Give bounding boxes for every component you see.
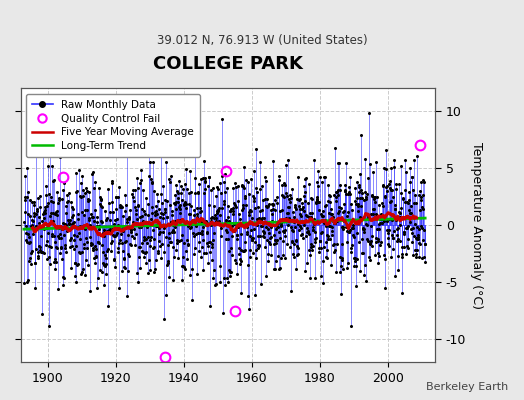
Text: Berkeley Earth: Berkeley Earth (426, 382, 508, 392)
Y-axis label: Temperature Anomaly (°C): Temperature Anomaly (°C) (470, 142, 483, 309)
Legend: Raw Monthly Data, Quality Control Fail, Five Year Moving Average, Long-Term Tren: Raw Monthly Data, Quality Control Fail, … (26, 94, 200, 157)
Text: 39.012 N, 76.913 W (United States): 39.012 N, 76.913 W (United States) (157, 34, 367, 47)
Title: COLLEGE PARK: COLLEGE PARK (153, 55, 303, 73)
